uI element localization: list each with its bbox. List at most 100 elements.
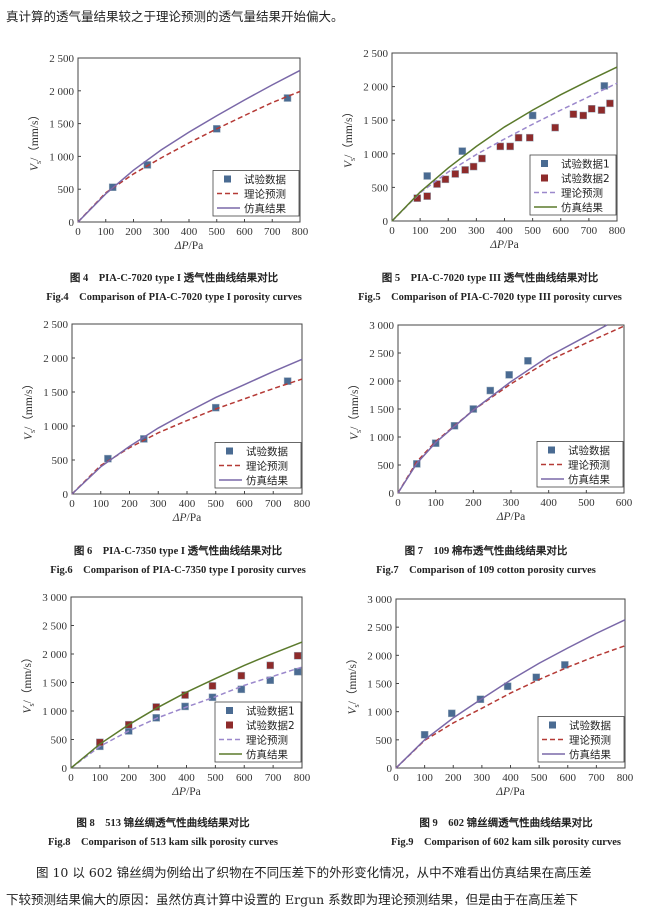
series-line bbox=[397, 325, 625, 494]
legend-label: 仿真结果 bbox=[246, 748, 288, 761]
x-tick-label: 500 bbox=[209, 226, 226, 238]
series-line bbox=[391, 82, 618, 222]
x-axis-label-unit: /Pa bbox=[504, 239, 519, 251]
x-tick-label: 500 bbox=[531, 772, 548, 784]
x-tick-label: 800 bbox=[294, 772, 311, 784]
y-tick-label: 2 000 bbox=[367, 650, 392, 662]
x-tick-label: 800 bbox=[617, 772, 634, 784]
legend-marker bbox=[224, 175, 231, 183]
figure-caption-cn: 图 7 109 棉布透气性曲线结果对比 bbox=[404, 546, 568, 557]
x-tick-label: 200 bbox=[465, 497, 482, 509]
data-point bbox=[143, 161, 152, 169]
figure-caption-en: Fig.4 Comparison of PIA-C-7020 type I po… bbox=[46, 292, 302, 303]
y-axis-label: Vs/（mm/s） bbox=[348, 378, 363, 440]
legend-marker bbox=[548, 446, 555, 454]
chart-figure-9: 0 100 200 300 400 500 600 700 800 0 500 1 000 1 500 2… bbox=[346, 594, 634, 798]
x-axis-label-var: ΔP bbox=[489, 239, 504, 251]
y-axis-label-unit: /（mm/s） bbox=[21, 652, 34, 704]
x-tick-label: 100 bbox=[93, 498, 110, 510]
chart-figure-7: 0 100 200 300 400 500 600 0 500 1 000 1 500 2 000 2 … bbox=[348, 320, 633, 523]
x-axis-label-unit: /Pa bbox=[511, 511, 526, 523]
data-point bbox=[587, 105, 596, 113]
y-axis-label-sub: s bbox=[354, 430, 363, 433]
legend-label: 理论预测 bbox=[569, 734, 611, 747]
x-tick-label: 600 bbox=[236, 226, 253, 238]
x-tick-label: 700 bbox=[265, 772, 282, 784]
legend-label: 仿真结果 bbox=[569, 748, 611, 761]
chart-figure-8: 0 100 200 300 400 500 600 700 800 0 500 1 000 1 500 2… bbox=[21, 592, 311, 798]
legend-label: 试验数据1 bbox=[561, 158, 610, 171]
data-point bbox=[505, 371, 513, 379]
y-axis-label-unit: /（mm/s） bbox=[22, 378, 35, 430]
y-tick-label: 500 bbox=[378, 460, 395, 472]
figure-caption-cn: 图 8 513 锦丝绸透气性曲线结果对比 bbox=[76, 818, 250, 829]
x-tick-label: 0 bbox=[75, 226, 81, 238]
data-point bbox=[551, 123, 559, 132]
x-tick-label: 700 bbox=[588, 772, 605, 784]
y-tick-label: 0 bbox=[62, 763, 68, 775]
legend-label: 理论预测 bbox=[246, 734, 288, 747]
x-axis-label-unit: /Pa bbox=[186, 786, 201, 798]
x-tick-label: 600 bbox=[616, 497, 633, 509]
series-line bbox=[70, 641, 303, 769]
x-tick-label: 100 bbox=[98, 226, 115, 238]
x-tick-label: 500 bbox=[207, 772, 224, 784]
data-point bbox=[237, 685, 246, 694]
data-point bbox=[496, 142, 505, 151]
figure-caption-cn: 图 9 602 锦丝绸透气性曲线结果对比 bbox=[419, 818, 593, 829]
x-axis-label-var: ΔP bbox=[496, 511, 511, 523]
y-tick-label: 500 bbox=[376, 735, 393, 747]
y-axis-label-unit: /（mm/s） bbox=[342, 106, 355, 158]
x-tick-label: 200 bbox=[440, 225, 457, 237]
data-point bbox=[478, 154, 486, 163]
x-tick-label: 200 bbox=[125, 226, 142, 238]
y-tick-label: 2 500 bbox=[49, 53, 74, 65]
y-tick-label: 500 bbox=[372, 182, 389, 194]
y-axis-label-var: V bbox=[349, 431, 361, 440]
x-tick-label: 600 bbox=[560, 772, 577, 784]
y-tick-label: 1 000 bbox=[42, 706, 67, 718]
legend-label: 试验数据 bbox=[244, 173, 286, 186]
series-line bbox=[395, 619, 626, 769]
data-point bbox=[423, 172, 431, 180]
paragraph-line-2: 下较预测结果偏大的原因：虽然仿真计算中设置的 Ergun 系数即为理论预测结果，… bbox=[6, 892, 579, 907]
x-tick-label: 300 bbox=[474, 772, 491, 784]
series-line bbox=[395, 645, 626, 769]
x-axis-label: ΔP/Pa bbox=[171, 786, 200, 798]
y-axis-label-var: V bbox=[343, 159, 355, 168]
figure-caption-cn: 图 5 PIA-C-7020 type III 透气性曲线结果对比 bbox=[381, 273, 599, 284]
data-point bbox=[569, 110, 578, 118]
y-axis-label: Vs/（mm/s） bbox=[346, 653, 361, 715]
y-axis-label-unit: /（mm/s） bbox=[28, 109, 41, 161]
series-line bbox=[397, 324, 608, 494]
legend-label: 试验数据1 bbox=[246, 705, 295, 718]
chart-figure-4: 0 100 200 300 400 500 600 700 800 0 500 1 000 1 500 2… bbox=[28, 53, 309, 252]
chart-figure-6: 0 100 200 300 400 500 600 700 800 0 500 1 000 1 500 2… bbox=[22, 319, 311, 524]
data-point bbox=[561, 661, 569, 669]
x-tick-label: 700 bbox=[581, 225, 598, 237]
series-line bbox=[70, 666, 303, 769]
y-tick-label: 2 500 bbox=[363, 48, 388, 60]
x-axis-label-var: ΔP bbox=[171, 786, 186, 798]
legend-marker bbox=[549, 721, 556, 729]
x-axis-label-var: ΔP bbox=[172, 512, 187, 524]
y-axis-label-var: V bbox=[29, 162, 41, 171]
legend-marker bbox=[541, 160, 548, 167]
legend-marker bbox=[226, 721, 233, 729]
data-point bbox=[597, 106, 606, 114]
y-tick-label: 500 bbox=[58, 184, 75, 196]
data-point bbox=[423, 192, 431, 200]
x-tick-label: 500 bbox=[578, 497, 595, 509]
legend-label: 理论预测 bbox=[568, 459, 610, 472]
data-point bbox=[448, 709, 456, 718]
y-tick-label: 0 bbox=[383, 216, 389, 228]
x-tick-label: 400 bbox=[496, 225, 513, 237]
legend-marker bbox=[541, 174, 548, 182]
y-tick-label: 1 500 bbox=[43, 387, 68, 399]
legend-label: 试验数据2 bbox=[246, 719, 295, 732]
figure-caption-en: Fig.6 Comparison of PIA-C-7350 type I po… bbox=[50, 565, 306, 576]
data-point bbox=[441, 175, 450, 184]
paragraph-top: 真计算的透气量结果较之于理论预测的透气量结果开始偏大。 bbox=[6, 9, 344, 24]
legend-label: 仿真结果 bbox=[244, 202, 286, 215]
